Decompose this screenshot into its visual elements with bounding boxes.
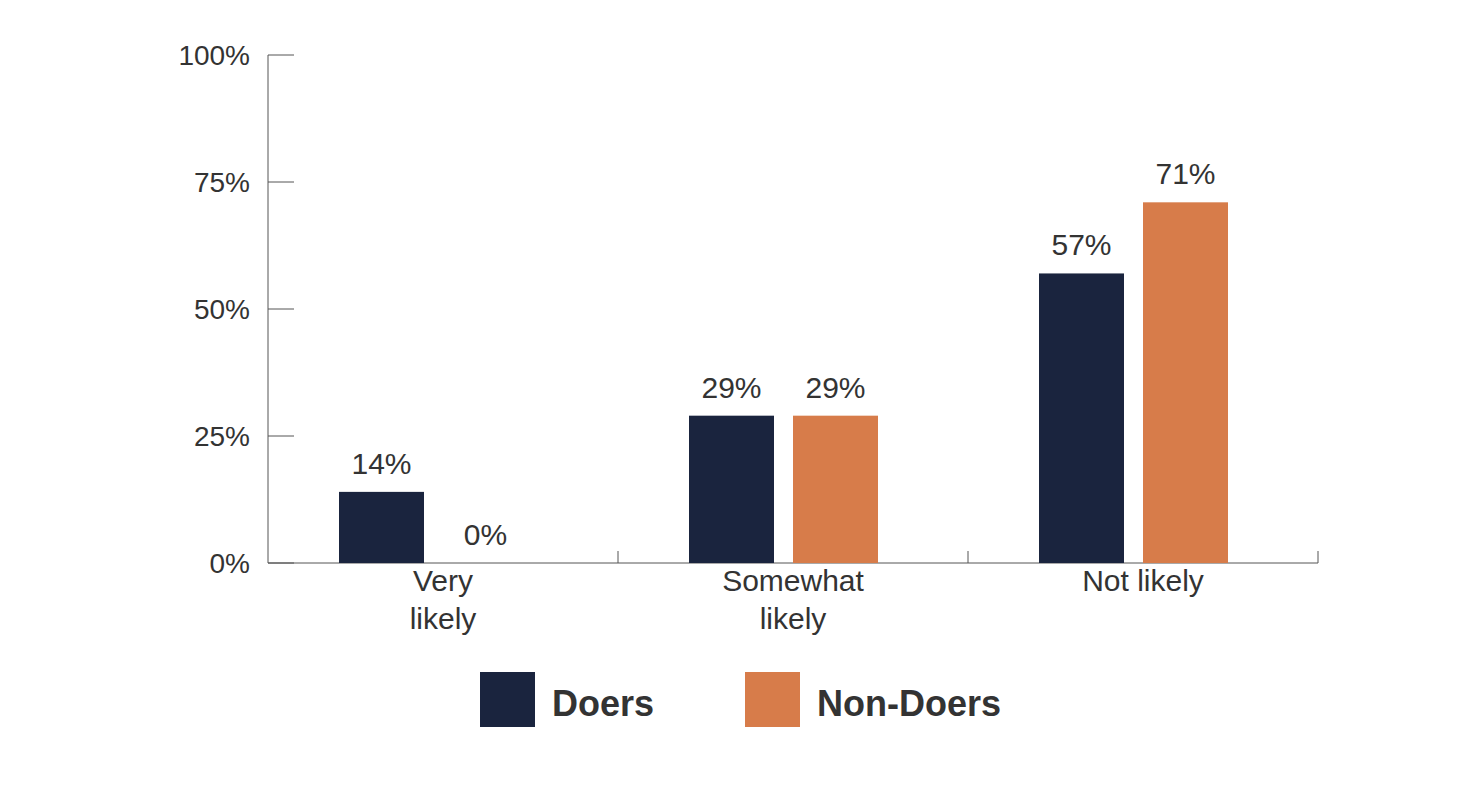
y-tick	[268, 309, 294, 310]
y-tick	[268, 55, 294, 56]
label-line: Not likely	[1082, 564, 1204, 597]
bar	[793, 416, 878, 563]
chart: 0% 25% 50% 75% 100% Very likely Somewhat likely N…	[0, 0, 1484, 812]
label-line: Very	[413, 564, 473, 597]
y-tick	[268, 563, 294, 564]
y-tick-label: 75%	[194, 167, 250, 198]
data-label: 0%	[464, 518, 507, 551]
data-label: 57%	[1051, 228, 1111, 261]
y-tick-label: 50%	[194, 294, 250, 325]
category-divider	[968, 551, 969, 563]
legend-swatch	[480, 672, 535, 727]
y-tick-label: 25%	[194, 421, 250, 452]
category-divider	[1318, 551, 1319, 563]
data-labels: 14% 29% 57% 0% 29% 71%	[351, 157, 1215, 551]
y-tick	[268, 182, 294, 183]
y-tick-label: 0%	[210, 548, 250, 579]
y-tick-label: 100%	[178, 40, 250, 71]
bar	[1039, 273, 1124, 563]
label-line: Somewhat	[722, 564, 864, 597]
category-divider	[618, 551, 619, 563]
label-line: likely	[410, 602, 477, 635]
legend-label: Doers	[552, 683, 654, 724]
x-tick-label: Not likely	[1082, 564, 1204, 597]
label-line: likely	[760, 602, 827, 635]
data-label: 29%	[805, 371, 865, 404]
legend-swatch	[745, 672, 800, 727]
bar	[1143, 202, 1228, 563]
bar	[339, 492, 424, 563]
y-tick	[268, 436, 294, 437]
data-label: 29%	[701, 371, 761, 404]
legend-label: Non-Doers	[817, 683, 1001, 724]
legend: Doers Non-Doers	[480, 672, 1001, 727]
bars	[339, 202, 1228, 563]
x-tick-label: Very likely	[410, 564, 477, 635]
bar	[443, 563, 528, 564]
x-tick-label: Somewhat likely	[722, 564, 864, 635]
data-label: 71%	[1155, 157, 1215, 190]
bar	[689, 416, 774, 563]
data-label: 14%	[351, 447, 411, 480]
